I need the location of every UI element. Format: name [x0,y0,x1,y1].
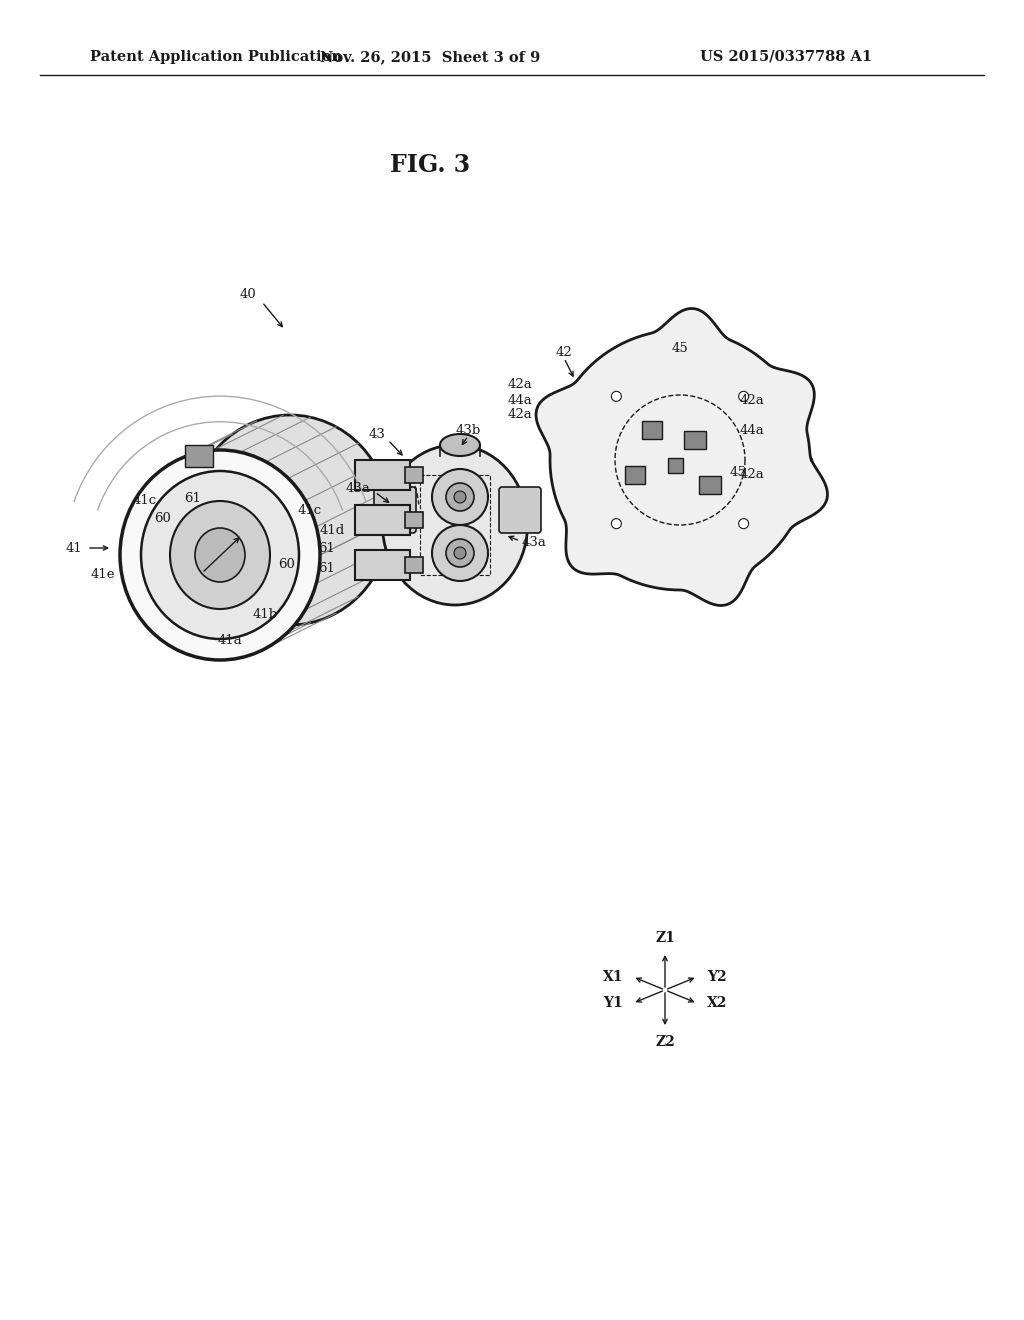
Text: 41d: 41d [319,524,345,536]
Text: 41e: 41e [90,569,115,582]
Text: 44a: 44a [507,393,532,407]
Text: FIG. 3: FIG. 3 [390,153,470,177]
Circle shape [738,519,749,528]
Text: Z1: Z1 [655,931,675,945]
Text: 61: 61 [318,561,335,574]
Text: Patent Application Publication: Patent Application Publication [90,50,342,63]
Text: 41: 41 [66,541,82,554]
Text: 40: 40 [240,289,257,301]
Ellipse shape [440,434,480,455]
Text: 42a: 42a [740,469,765,482]
Text: US 2015/0337788 A1: US 2015/0337788 A1 [700,50,872,63]
Bar [699,477,721,494]
Ellipse shape [120,450,319,660]
Text: 42a: 42a [740,393,765,407]
Ellipse shape [195,528,245,582]
Text: 45: 45 [672,342,688,355]
Ellipse shape [170,502,270,609]
FancyBboxPatch shape [374,487,416,533]
Polygon shape [536,309,827,606]
Text: 43a: 43a [345,482,370,495]
FancyBboxPatch shape [406,557,423,573]
Text: 42: 42 [556,346,572,359]
Circle shape [432,525,488,581]
Bar [642,421,662,440]
FancyBboxPatch shape [406,467,423,483]
Bar [684,432,706,449]
Text: 42a: 42a [507,379,532,392]
Text: X2: X2 [708,997,727,1010]
Text: 44a: 44a [740,424,765,437]
Circle shape [611,391,622,401]
Text: Y2: Y2 [708,970,727,983]
Text: 43: 43 [368,429,385,441]
Bar [185,445,213,467]
Text: Y1: Y1 [603,997,623,1010]
Circle shape [738,391,749,401]
FancyBboxPatch shape [406,512,423,528]
Text: 41b: 41b [253,609,278,622]
Text: X1: X1 [602,970,623,983]
Text: 41a: 41a [218,634,243,647]
Ellipse shape [141,471,299,639]
Text: 42a: 42a [507,408,532,421]
Circle shape [432,469,488,525]
Circle shape [611,519,622,528]
Circle shape [454,546,466,558]
Text: Nov. 26, 2015  Sheet 3 of 9: Nov. 26, 2015 Sheet 3 of 9 [319,50,540,63]
FancyBboxPatch shape [355,459,410,490]
Text: 43a: 43a [522,536,547,549]
Circle shape [446,483,474,511]
Text: 60: 60 [278,558,295,572]
Circle shape [446,539,474,568]
Bar [625,466,645,484]
Text: 61: 61 [184,491,202,504]
Text: 45: 45 [730,466,746,479]
Circle shape [454,491,466,503]
Text: 61: 61 [318,541,335,554]
Text: 41c: 41c [298,503,323,516]
FancyBboxPatch shape [355,550,410,579]
Bar [668,458,683,473]
FancyBboxPatch shape [355,506,410,535]
Text: 43b: 43b [456,424,480,437]
FancyBboxPatch shape [499,487,541,533]
Text: Z2: Z2 [655,1035,675,1049]
Text: 41c: 41c [133,494,157,507]
Ellipse shape [383,445,527,605]
Text: 60: 60 [155,511,171,524]
Ellipse shape [190,414,390,624]
